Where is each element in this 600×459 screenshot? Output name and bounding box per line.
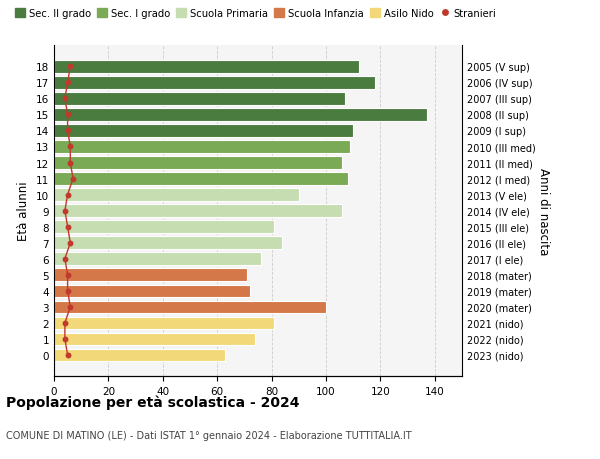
Bar (54, 77, 375, 90)
Bar (54, 301, 326, 313)
Bar (54, 189, 299, 202)
Bar (54, 205, 343, 218)
Legend: Sec. II grado, Sec. I grado, Scuola Primaria, Scuola Infanzia, Asilo Nido, Stran: Sec. II grado, Sec. I grado, Scuola Prim… (11, 5, 500, 23)
Point (63, 271, 73, 279)
Point (68, 175, 78, 183)
Point (65, 303, 75, 311)
Bar (54, 285, 250, 297)
Text: COMUNE DI MATINO (LE) - Dati ISTAT 1° gennaio 2024 - Elaborazione TUTTITALIA.IT: COMUNE DI MATINO (LE) - Dati ISTAT 1° ge… (6, 431, 412, 440)
Text: Popolazione per età scolastica - 2024: Popolazione per età scolastica - 2024 (6, 395, 299, 409)
Point (60, 95, 70, 103)
Point (65, 144, 75, 151)
Bar (54, 125, 353, 137)
Bar (54, 253, 261, 265)
Bar (54, 221, 274, 233)
Bar (54, 61, 359, 73)
Point (63, 224, 73, 231)
Point (60, 256, 70, 263)
Point (60, 336, 70, 343)
Bar (54, 141, 350, 153)
Point (63, 287, 73, 295)
Bar (54, 333, 255, 345)
Point (63, 352, 73, 359)
Point (65, 63, 75, 71)
Point (60, 319, 70, 327)
Point (63, 79, 73, 87)
Bar (54, 173, 348, 185)
Y-axis label: Età alunni: Età alunni (17, 181, 31, 241)
Point (63, 191, 73, 199)
Point (63, 128, 73, 135)
Bar (54, 269, 247, 281)
Point (63, 112, 73, 119)
Bar (54, 349, 226, 361)
Bar (54, 237, 283, 249)
Y-axis label: Anni di nascita: Anni di nascita (536, 168, 550, 255)
Bar (54, 157, 343, 169)
Bar (54, 317, 274, 330)
Bar (54, 93, 345, 106)
Point (60, 207, 70, 215)
Point (65, 159, 75, 167)
Point (65, 240, 75, 247)
Bar (54, 109, 427, 121)
